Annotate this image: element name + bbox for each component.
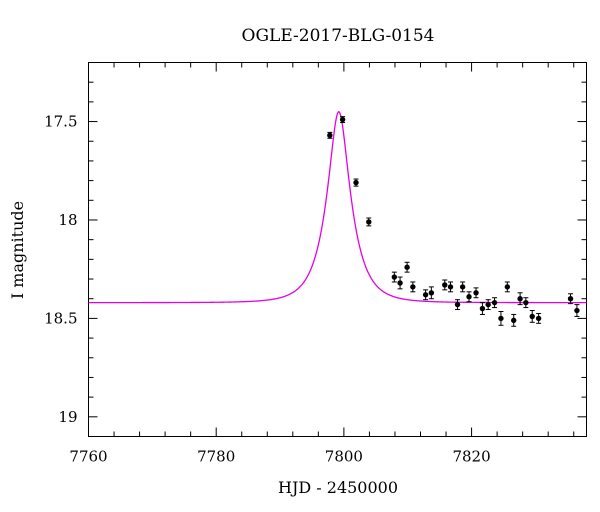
data-point	[485, 301, 491, 308]
y-tick-label: 18	[58, 211, 77, 229]
plot-frame	[88, 62, 587, 437]
tick-labels: 7760 7780 7800 7820 17.5 18 18.5 19	[44, 113, 491, 466]
y-tick-label: 17.5	[44, 113, 77, 131]
data-point	[422, 292, 429, 298]
y-tick-label: 18.5	[44, 309, 77, 327]
x-tick-label: 7800	[325, 448, 363, 466]
data-point	[511, 317, 517, 324]
data-point	[327, 132, 333, 139]
data-point	[391, 274, 398, 280]
data-point	[567, 296, 574, 302]
data-point	[353, 179, 359, 186]
data-point	[523, 299, 529, 306]
model-curve	[88, 110, 587, 304]
x-tick-label: 7780	[197, 448, 235, 466]
data-point	[404, 264, 410, 270]
data-point	[366, 219, 372, 225]
data-point	[459, 284, 466, 290]
y-axis-label: I magnitude	[8, 201, 27, 299]
data-point	[529, 313, 535, 320]
x-axis-label: HJD - 2450000	[278, 478, 398, 497]
chart-title: OGLE-2017-BLG-0154	[242, 26, 435, 46]
data-point	[466, 294, 472, 300]
x-tick-label: 7760	[69, 448, 107, 466]
data-point	[574, 307, 580, 314]
x-tick-label: 7820	[452, 448, 490, 466]
data-point	[410, 284, 416, 290]
data-point	[535, 315, 542, 322]
data-point	[339, 116, 346, 123]
data-points	[327, 116, 580, 327]
data-point	[479, 305, 486, 312]
axis-ticks	[88, 62, 587, 437]
data-point	[454, 301, 461, 308]
data-point	[447, 284, 454, 290]
data-point	[517, 296, 523, 302]
data-point	[428, 290, 435, 296]
data-point	[498, 315, 504, 322]
y-tick-label: 19	[58, 408, 77, 426]
data-point	[397, 280, 403, 286]
data-point	[491, 299, 498, 306]
data-point	[504, 284, 511, 290]
data-point	[442, 282, 448, 288]
data-point	[473, 290, 479, 296]
